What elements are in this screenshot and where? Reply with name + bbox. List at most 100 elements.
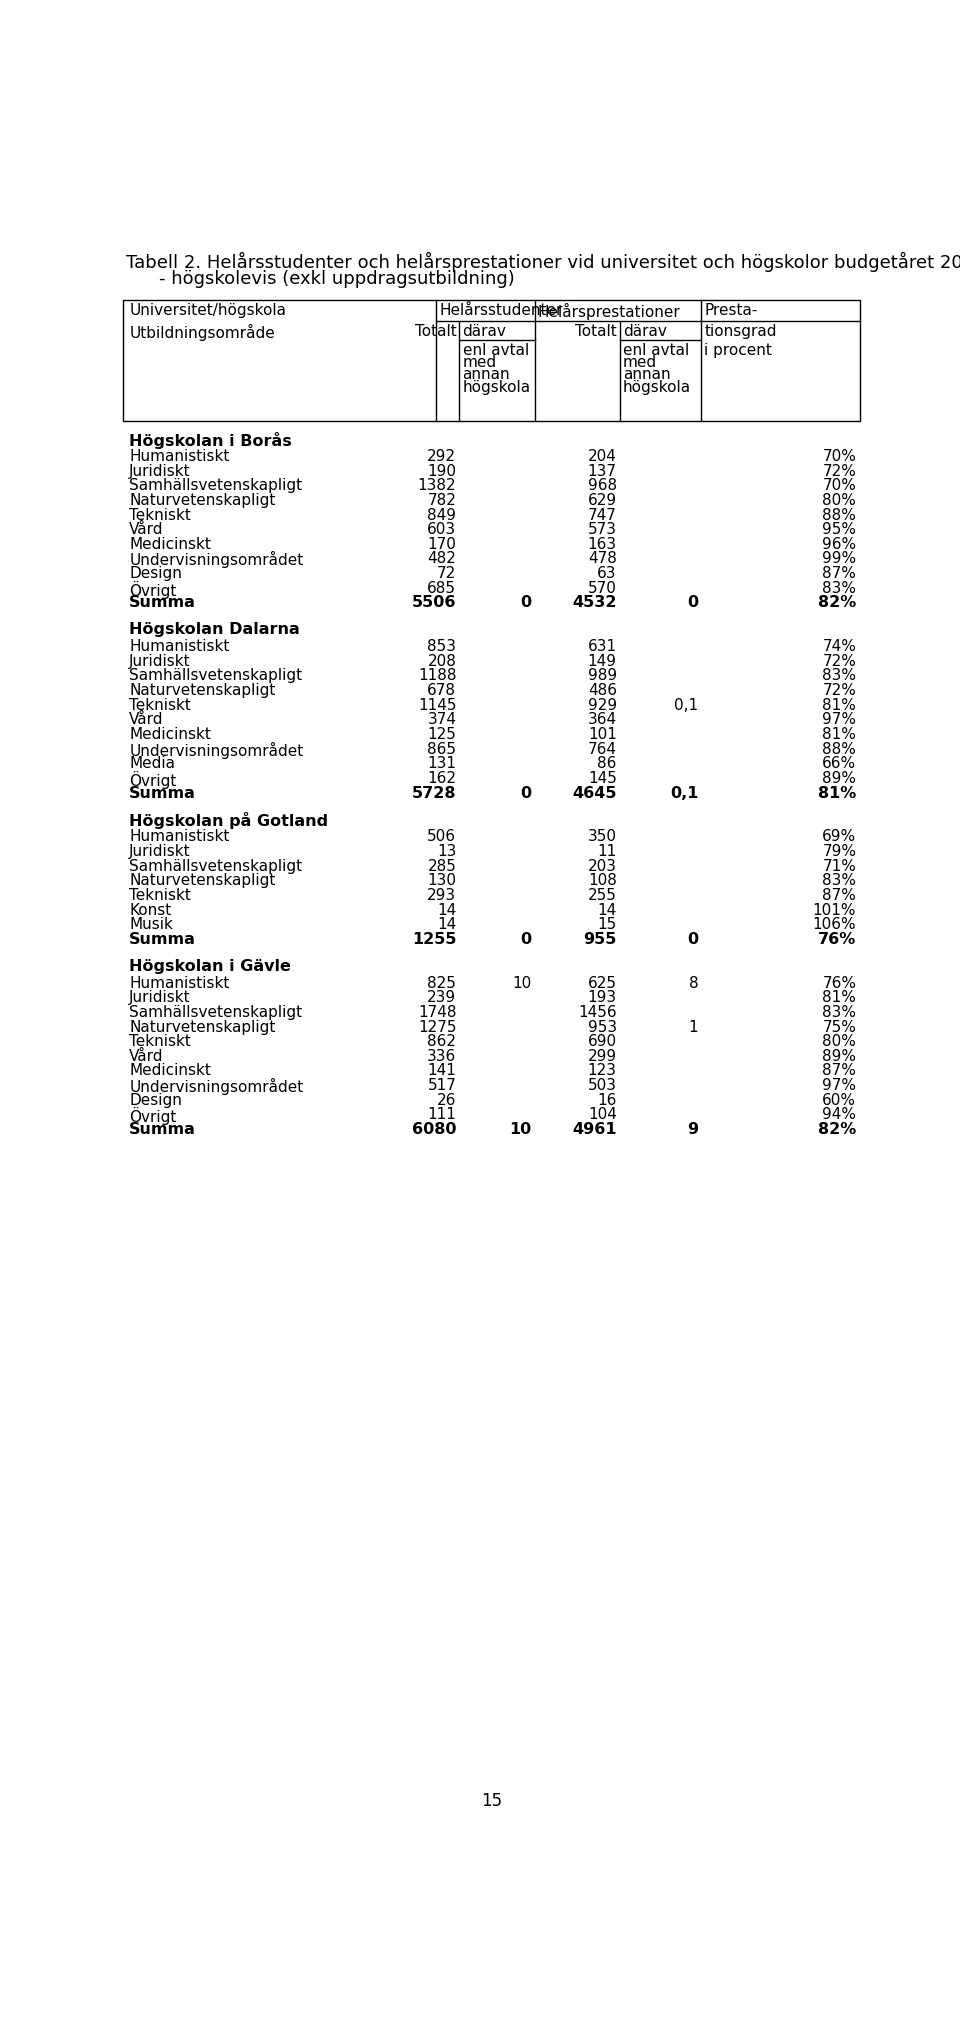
Text: Utbildningsområde: Utbildningsområde [130,324,276,342]
Text: Tekniskt: Tekniskt [130,887,191,904]
Text: tionsgrad: tionsgrad [705,324,777,340]
Text: 89%: 89% [823,771,856,786]
Text: 10: 10 [509,1121,532,1138]
Text: 96%: 96% [822,537,856,551]
Text: Samhällsvetenskapligt: Samhällsvetenskapligt [130,478,302,492]
Text: 74%: 74% [823,639,856,653]
Text: 374: 374 [427,712,456,726]
Text: 4532: 4532 [572,596,616,610]
Text: 1456: 1456 [578,1005,616,1020]
Text: Högskolan Dalarna: Högskolan Dalarna [130,623,300,637]
Text: 968: 968 [588,478,616,492]
Text: Helårsstudenter: Helårsstudenter [440,303,563,317]
Text: 87%: 87% [823,1064,856,1079]
Text: 14: 14 [437,904,456,918]
Text: Design: Design [130,566,182,582]
Text: Högskolan i Gävle: Högskolan i Gävle [130,958,291,975]
Text: högskola: högskola [623,381,691,395]
Text: 81%: 81% [818,786,856,800]
Text: 1275: 1275 [418,1020,456,1034]
Text: Naturvetenskapligt: Naturvetenskapligt [130,492,276,509]
Bar [123,299,860,421]
Text: Medicinskt: Medicinskt [130,726,211,743]
Text: 14: 14 [437,918,456,932]
Text: 60%: 60% [823,1093,856,1107]
Text: 678: 678 [427,684,456,698]
Text: 95%: 95% [823,523,856,537]
Text: 70%: 70% [823,450,856,464]
Text: 81%: 81% [823,991,856,1005]
Text: 94%: 94% [823,1107,856,1123]
Text: 66%: 66% [822,757,856,771]
Text: 170: 170 [427,537,456,551]
Text: Presta-: Presta- [705,303,757,317]
Text: 782: 782 [427,492,456,509]
Text: 83%: 83% [823,1005,856,1020]
Text: 76%: 76% [823,975,856,991]
Text: 11: 11 [597,845,616,859]
Text: Summa: Summa [130,1121,196,1138]
Text: 629: 629 [588,492,616,509]
Text: Naturvetenskapligt: Naturvetenskapligt [130,1020,276,1034]
Text: Undervisningsområdet: Undervisningsområdet [130,1079,303,1095]
Text: 125: 125 [427,726,456,743]
Text: 0,1: 0,1 [670,786,698,800]
Text: 26: 26 [437,1093,456,1107]
Text: Universitet/högskola: Universitet/högskola [130,303,286,317]
Text: Tekniskt: Tekniskt [130,507,191,523]
Text: Undervisningsområdet: Undervisningsområdet [130,741,303,759]
Text: Samhällsvetenskapligt: Samhällsvetenskapligt [130,1005,302,1020]
Text: Samhällsvetenskapligt: Samhällsvetenskapligt [130,859,302,873]
Text: 193: 193 [588,991,616,1005]
Text: 1188: 1188 [418,667,456,684]
Text: 631: 631 [588,639,616,653]
Text: 764: 764 [588,741,616,757]
Text: 123: 123 [588,1064,616,1079]
Text: Vård: Vård [130,712,164,726]
Text: Totalt: Totalt [575,324,616,340]
Text: 15: 15 [481,1793,503,1809]
Text: 1382: 1382 [418,478,456,492]
Text: 690: 690 [588,1034,616,1050]
Text: 517: 517 [427,1079,456,1093]
Text: 99%: 99% [822,551,856,566]
Text: därav: därav [463,324,507,340]
Text: Summa: Summa [130,596,196,610]
Text: Summa: Summa [130,786,196,800]
Text: 190: 190 [427,464,456,478]
Text: Naturvetenskapligt: Naturvetenskapligt [130,873,276,889]
Text: annan: annan [463,368,510,383]
Text: Juridiskt: Juridiskt [130,653,191,670]
Text: 0,1: 0,1 [674,698,698,712]
Text: 15: 15 [597,918,616,932]
Text: 81%: 81% [823,698,856,712]
Text: Övrigt: Övrigt [130,580,177,598]
Text: 86: 86 [597,757,616,771]
Text: 13: 13 [437,845,456,859]
Text: 204: 204 [588,450,616,464]
Text: 285: 285 [427,859,456,873]
Text: 478: 478 [588,551,616,566]
Text: 506: 506 [427,830,456,845]
Text: 10: 10 [513,975,532,991]
Text: 6080: 6080 [412,1121,456,1138]
Text: 111: 111 [427,1107,456,1123]
Text: 75%: 75% [823,1020,856,1034]
Text: Samhällsvetenskapligt: Samhällsvetenskapligt [130,667,302,684]
Text: 72%: 72% [823,684,856,698]
Text: 865: 865 [427,741,456,757]
Text: 82%: 82% [818,596,856,610]
Text: 72%: 72% [823,653,856,670]
Text: 573: 573 [588,523,616,537]
Text: enl avtal: enl avtal [623,342,689,358]
Text: 83%: 83% [823,580,856,596]
Text: 162: 162 [427,771,456,786]
Text: 81%: 81% [823,726,856,743]
Text: 83%: 83% [823,873,856,889]
Text: 137: 137 [588,464,616,478]
Text: 255: 255 [588,887,616,904]
Text: 108: 108 [588,873,616,889]
Text: 570: 570 [588,580,616,596]
Text: 8: 8 [688,975,698,991]
Text: annan: annan [623,368,671,383]
